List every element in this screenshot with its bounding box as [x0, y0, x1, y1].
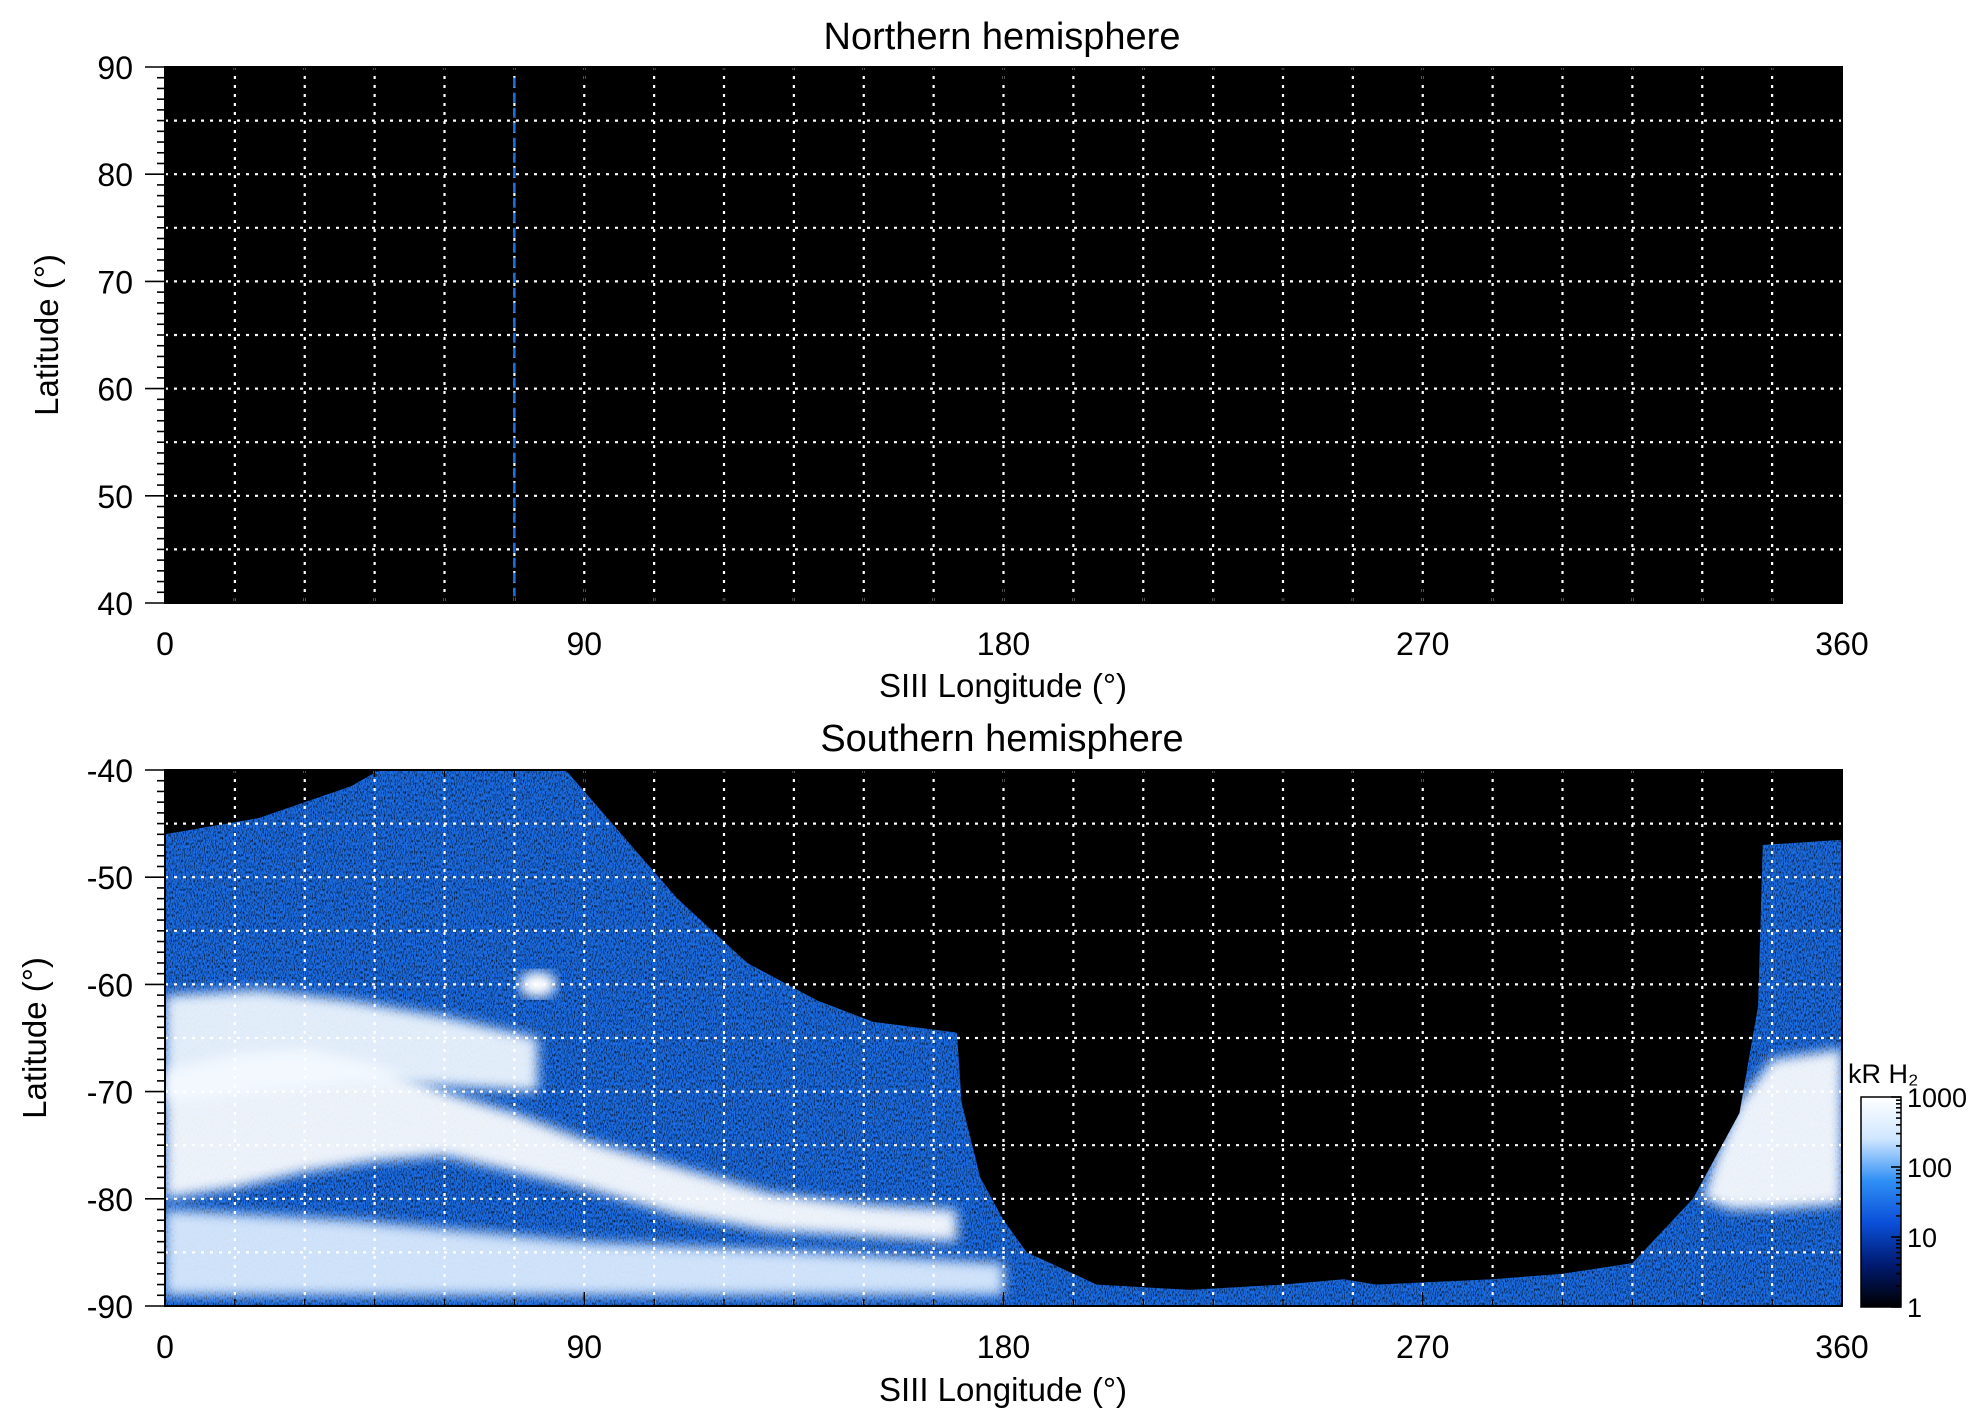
southern-x-tick-labels: 0 90 180 270 360: [156, 1329, 1869, 1365]
southern-emission: [165, 971, 1842, 1296]
southern-y-axis-label: Latitude (°): [16, 957, 53, 1119]
northern-x-tick-labels: 0 90 180 270 360: [156, 626, 1869, 662]
x-tick-label: 0: [156, 626, 174, 662]
y-tick-label: -90: [87, 1289, 133, 1325]
x-tick-label: 360: [1815, 626, 1868, 662]
colorbar-tick-label: 1: [1907, 1293, 1922, 1323]
northern-panel: Northern hemisphere 0 90 180 270 360 40 50 60 7…: [28, 16, 1869, 704]
southern-grid: [165, 770, 1842, 1306]
main-oval-right: [1702, 1048, 1842, 1210]
northern-ticks: [145, 66, 1843, 604]
northern-grid: [165, 67, 1842, 603]
bright-spot: [519, 971, 557, 998]
southern-x-axis-label: SIII Longitude (°): [879, 1371, 1127, 1408]
y-tick-label: -40: [87, 753, 133, 789]
colorbar-tick-label: 1000: [1907, 1083, 1967, 1113]
colorbar-ticks: 1 10 100 1000: [1891, 1083, 1967, 1323]
x-tick-label: 180: [977, 1329, 1030, 1365]
northern-title: Northern hemisphere: [824, 16, 1181, 58]
y-tick-label: 60: [97, 372, 133, 408]
y-tick-label: 80: [97, 157, 133, 193]
southern-title: Southern hemisphere: [820, 718, 1183, 760]
y-tick-label: -70: [87, 1075, 133, 1111]
y-tick-label: 70: [97, 264, 133, 300]
x-tick-label: 360: [1815, 1329, 1868, 1365]
y-tick-label: -50: [87, 860, 133, 896]
x-tick-label: 0: [156, 1329, 174, 1365]
southern-y-tick-labels: -90 -80 -70 -60 -50 -40: [87, 753, 133, 1325]
y-tick-label: -60: [87, 967, 133, 1003]
northern-x-axis-label: SIII Longitude (°): [879, 667, 1127, 704]
colorbar-tick-label: 10: [1907, 1223, 1937, 1253]
x-tick-label: 270: [1396, 1329, 1449, 1365]
y-tick-label: 40: [97, 586, 133, 622]
northern-y-axis-label: Latitude (°): [28, 254, 65, 416]
colorbar-tick-label: 100: [1907, 1153, 1952, 1183]
colorbar: kR H₂ 1 10 100 1000: [1848, 1059, 1967, 1323]
southern-ticks: [145, 769, 1843, 1307]
x-tick-label: 90: [566, 626, 602, 662]
northern-y-tick-labels: 40 50 60 70 80 90: [97, 50, 133, 622]
main-oval-left: [165, 1048, 957, 1242]
y-tick-label: 50: [97, 479, 133, 515]
colorbar-title: kR H₂: [1848, 1059, 1918, 1089]
y-tick-label: 90: [97, 50, 133, 86]
y-tick-label: -80: [87, 1182, 133, 1218]
bright-region-left: [165, 989, 538, 1103]
southern-panel: Southern hemisphere 0 90 180 270 360 -90-80-…: [16, 718, 1869, 1408]
x-tick-label: 180: [977, 626, 1030, 662]
x-tick-label: 90: [566, 1329, 602, 1365]
colorbar-gradient: [1860, 1096, 1902, 1308]
x-tick-label: 270: [1396, 626, 1449, 662]
